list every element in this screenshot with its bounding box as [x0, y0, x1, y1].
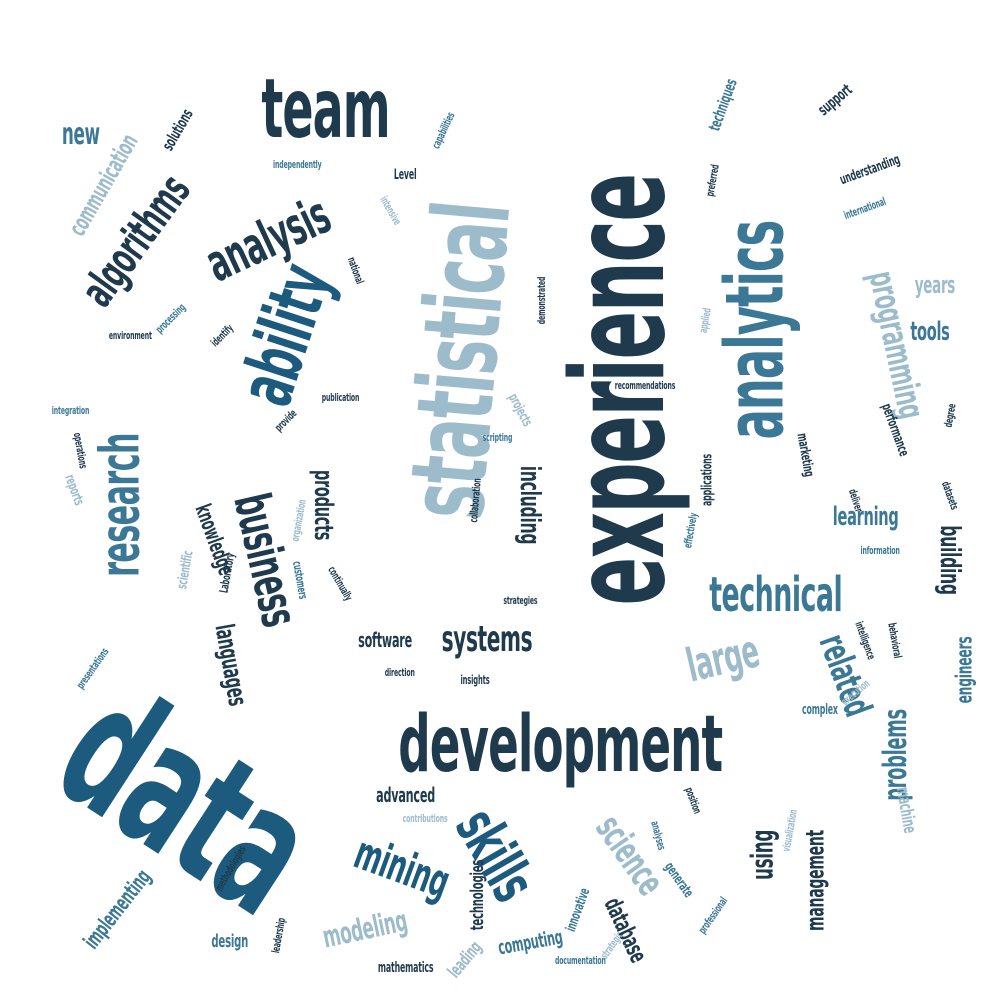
word-products: products — [307, 469, 338, 541]
word-degree: degree — [941, 402, 959, 428]
word-mathematics: mathematics — [377, 960, 433, 976]
word-innovative: innovative — [562, 886, 594, 934]
word-datasets: datasets — [938, 479, 962, 511]
word-design: design — [211, 931, 249, 952]
word-solutions: solutions — [157, 105, 197, 154]
word-professional: professional — [695, 894, 731, 936]
word-data: data — [24, 646, 346, 954]
word-mining: mining — [347, 825, 457, 909]
word-information: information — [860, 543, 900, 557]
word-using: using — [745, 829, 781, 881]
word-building: building — [934, 525, 968, 595]
word-applied: applied — [696, 306, 714, 334]
word-level: Level — [393, 167, 417, 183]
word-technical: technical — [708, 567, 842, 623]
word-modeling: modeling — [319, 903, 411, 956]
word-behavioral: behavioral — [885, 621, 905, 659]
word-research: research — [87, 433, 151, 577]
word-marketing: marketing — [793, 432, 817, 478]
word-technologies: technologies — [466, 859, 488, 931]
word-languages: languages — [207, 621, 252, 709]
word-tools: tools — [910, 317, 950, 347]
word-environment: environment — [108, 328, 152, 342]
word-engineers: engineers — [952, 636, 978, 704]
word-support: support — [814, 80, 856, 120]
word-collaboration: collaboration — [466, 477, 484, 523]
word-independently: independently — [272, 157, 322, 171]
word-computing: computing — [496, 924, 565, 960]
word-large: large — [680, 623, 764, 693]
word-insights: insights — [460, 673, 490, 687]
word-provide: provide — [272, 406, 300, 434]
word-publication: publication — [321, 390, 359, 404]
word-direction: direction — [384, 665, 415, 679]
word-intensive: intensive — [376, 193, 404, 227]
word-analytics: analytics — [707, 220, 801, 440]
word-management: management — [800, 829, 830, 931]
word-advanced: advanced — [375, 783, 435, 807]
word-years: years — [914, 271, 956, 299]
word-understanding: understanding — [837, 151, 903, 189]
word-complex: complex — [802, 702, 838, 718]
word-including: including — [514, 465, 548, 545]
word-operations: operations — [70, 431, 90, 469]
word-recommendations: recommendations — [614, 378, 676, 392]
word-continually: continually — [325, 563, 356, 603]
word-demonstrated: demonstrated — [534, 276, 548, 324]
word-international: international — [842, 194, 888, 222]
word-presentations: presentations — [73, 645, 111, 691]
word-contributions: contributions — [402, 811, 448, 825]
word-team: team — [260, 62, 390, 157]
word-preferred: preferred — [702, 163, 722, 197]
word-strategies: strategies — [502, 593, 537, 607]
word-identify: identify — [208, 321, 236, 349]
word-skills: skills — [441, 797, 549, 913]
word-scripting: scripting — [482, 430, 512, 444]
word-scientific: scientific — [173, 549, 197, 591]
word-software: software — [358, 628, 412, 652]
word-leadership: leadership — [268, 916, 288, 954]
word-integration: integration — [51, 403, 89, 417]
word-analyses: analyses — [648, 819, 669, 851]
word-organization: organization — [288, 498, 309, 542]
word-reports: reports — [61, 472, 87, 508]
word-machine: machine — [891, 785, 920, 835]
word-applications: applications — [698, 453, 715, 507]
word-statistical: statistical — [385, 197, 535, 523]
word-leading: leading — [443, 937, 486, 983]
word-visualization: visualization — [779, 808, 800, 852]
word-national: national — [344, 254, 366, 286]
word-documentation: documentation — [554, 953, 606, 967]
word-new: new — [61, 117, 100, 152]
word-development: development — [398, 700, 723, 790]
word-implementing: implementing — [79, 865, 157, 955]
word-learning: learning — [832, 502, 898, 532]
word-systems: systems — [441, 619, 533, 660]
word-techniques: techniques — [704, 76, 741, 134]
word-capabilities: capabilities — [428, 109, 457, 151]
word-processing: processing — [152, 300, 188, 336]
